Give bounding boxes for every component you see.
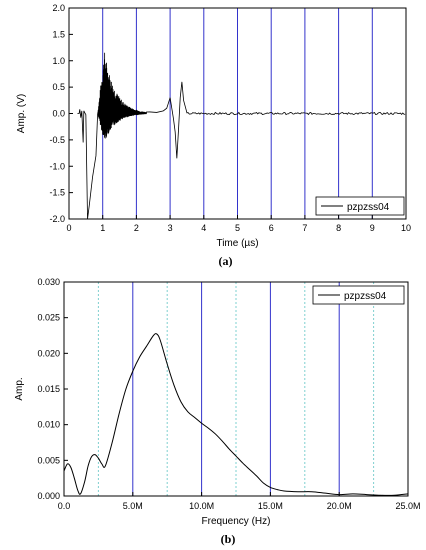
chart-a-y-tick-label: -1.5 — [49, 188, 65, 198]
chart-b-x-tick-label: 20.0M — [327, 501, 352, 511]
chart-b: 0.0 5.0M 10.0M 15.0M 20.0M 25.0M 0.0000.0050.… — [14, 277, 421, 546]
chart-a-y-tick-label: -1.0 — [49, 161, 65, 171]
chart-a-x-tick-label: 8 — [336, 223, 341, 233]
chart-a: 0 1 2 3 4 5 6 7 8 9 10 -2.0 -1.5 -1.0 -0.5 0.0 0.5 1.0 1.… — [16, 3, 411, 268]
chart-a-x-ticks: 0 1 2 3 4 5 6 7 8 9 10 — [66, 215, 411, 233]
chart-a-x-tick-label: 0 — [66, 223, 71, 233]
chart-b-y-axis-label: Amp. — [14, 377, 25, 400]
chart-b-x-ticks: 0.0 5.0M 10.0M 15.0M 20.0M 25.0M — [58, 492, 421, 511]
chart-b-x-axis-label: Frequency (Hz) — [202, 516, 271, 527]
chart-a-legend: pzpzss04 — [315, 196, 405, 216]
chart-b-x-tick-label: 25.0M — [395, 501, 420, 511]
chart-b-x-tick-label: 15.0M — [258, 501, 283, 511]
chart-a-x-tick-label: 7 — [302, 223, 307, 233]
chart-b-legend: pzpzss04 — [312, 285, 405, 305]
chart-a-y-tick-label: 0.0 — [52, 109, 65, 119]
chart-a-x-tick-label: 2 — [134, 223, 139, 233]
chart-a-y-tick-label: 0.5 — [52, 82, 65, 92]
chart-a-x-tick-label: 4 — [201, 223, 206, 233]
chart-b-x-tick-label: 0.0 — [58, 501, 71, 511]
chart-a-y-tick-label: -2.0 — [49, 214, 65, 224]
chart-b-x-tick-label: 10.0M — [189, 501, 214, 511]
chart-a-series-pzpzss04 — [77, 52, 406, 220]
chart-b-series-pzpzss04 — [63, 333, 409, 496]
chart-a-y-axis-label: Amp. (V) — [16, 94, 27, 133]
chart-b-y-tick-label: 0.020 — [37, 348, 60, 358]
chart-b-y-tick-label: 0.000 — [37, 491, 60, 501]
chart-a-y-tick-label: 1.0 — [52, 56, 65, 66]
chart-a-panel-label: (a) — [219, 254, 233, 268]
chart-b-y-tick-label: 0.030 — [37, 277, 60, 287]
chart-a-y-ticks: -2.0 -1.5 -1.0 -0.5 0.0 0.5 1.0 1.5 2.0 — [49, 3, 73, 224]
chart-a-x-tick-label: 9 — [370, 223, 375, 233]
chart-a-x-tick-label: 10 — [401, 223, 411, 233]
chart-b-x-tick-label: 5.0M — [123, 501, 143, 511]
chart-a-x-tick-label: 6 — [269, 223, 274, 233]
chart-a-x-tick-label: 3 — [168, 223, 173, 233]
chart-b-y-tick-label: 0.005 — [37, 455, 60, 465]
chart-a-legend-box — [315, 196, 405, 216]
chart-b-panel-label: (b) — [221, 532, 236, 546]
chart-b-legend-entry: pzpzss04 — [344, 291, 387, 302]
chart-a-y-tick-label: -0.5 — [49, 135, 65, 145]
chart-a-x-axis-label: Time (µs) — [216, 238, 258, 249]
chart-a-y-tick-label: 2.0 — [52, 3, 65, 13]
chart-a-y-tick-label: 1.5 — [52, 29, 65, 39]
chart-a-x-tick-label: 5 — [235, 223, 240, 233]
chart-b-y-tick-label: 0.015 — [37, 384, 60, 394]
chart-b-y-tick-label: 0.010 — [37, 420, 60, 430]
chart-a-x-tick-label: 1 — [100, 223, 105, 233]
chart-a-legend-entry: pzpzss04 — [347, 202, 390, 213]
chart-b-legend-box — [312, 285, 405, 305]
chart-b-y-ticks: 0.000 0.005 0.010 0.015 0.020 0.025 0.030 — [37, 277, 68, 501]
chart-b-y-tick-label: 0.025 — [37, 313, 60, 323]
chart-a-gridlines — [102, 8, 373, 219]
chart-b-gridlines — [97, 282, 375, 496]
